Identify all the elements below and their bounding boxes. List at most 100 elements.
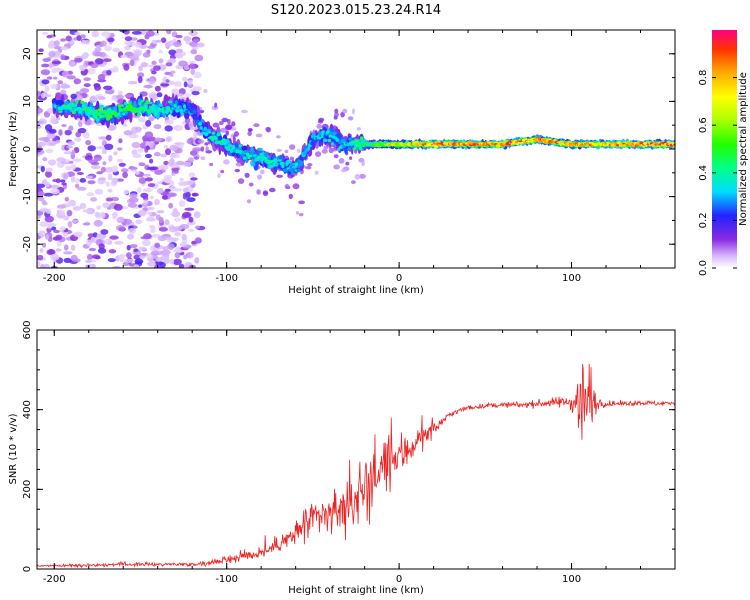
spectrogram-noise-speck [133, 254, 141, 260]
spectrogram-ridge-cell [75, 99, 79, 104]
spectrogram-noise-speck [307, 163, 313, 167]
spectrogram-noise-speck [82, 222, 91, 226]
spectrogram-noise-speck [47, 225, 53, 229]
spectrogram-noise-speck [133, 50, 141, 57]
spectrogram-noise-speck [64, 196, 70, 202]
spectrogram-ridge-cell [323, 138, 328, 143]
spectrogram-noise-speck [61, 70, 69, 78]
spectrogram-noise-speck [53, 40, 60, 47]
spectrogram-noise-speck [164, 188, 172, 192]
snr-y-label: SNR (10 * v/v) [8, 413, 19, 484]
spectrogram-noise-speck [95, 44, 102, 48]
spectrogram-ridge-cell [316, 136, 322, 140]
spectrogram-noise-speck [225, 125, 232, 131]
spectrogram-noise-speck [204, 142, 209, 146]
spectrogram-noise-speck [305, 166, 312, 170]
spectrogram-noise-speck [193, 131, 198, 138]
spectrogram-x-label: Height of straight line (km) [288, 285, 424, 296]
spectrogram-ridge-cell [119, 108, 124, 112]
spectrogram-noise-speck [93, 219, 103, 227]
spectrogram-noise-speck [140, 236, 150, 240]
spectrogram-ridge-cell [137, 113, 142, 117]
spectrogram-noise-speck [268, 187, 276, 193]
spectrogram-noise-speck [148, 206, 155, 211]
spectrogram-ridge-cell [158, 104, 163, 107]
spectrogram-ridge-cell [140, 99, 145, 103]
spectrogram-noise-speck [246, 199, 252, 204]
spectrogram-noise-speck [102, 161, 107, 166]
spectrogram-noise-speck [178, 60, 188, 67]
spectrogram-ridge-cell [102, 109, 108, 115]
spectrogram-noise-speck [164, 219, 170, 226]
spectrogram-noise-speck [276, 148, 282, 152]
spectrogram-noise-speck [68, 160, 74, 164]
spectrogram-noise-speck [124, 36, 133, 42]
spectrogram-noise-speck [161, 249, 171, 255]
spectrogram-noise-speck [134, 41, 142, 48]
spectrogram-noise-speck [86, 175, 93, 179]
spectrogram-ridge-cell [269, 160, 274, 163]
spectrogram-noise-speck [143, 196, 149, 201]
spectrogram-noise-speck [103, 85, 113, 91]
spectrogram-noise-speck [137, 76, 143, 84]
spectrogram-noise-speck [86, 239, 93, 247]
spectrogram-noise-speck [188, 60, 196, 65]
spectrogram-noise-speck [124, 94, 133, 98]
spectrogram-noise-speck [171, 167, 180, 172]
spectrogram-noise-speck [41, 92, 46, 99]
spectrogram-ridge-cell [120, 104, 125, 107]
spectrogram-noise-speck [79, 202, 87, 210]
spectrogram-noise-speck [97, 74, 106, 81]
spectrogram-noise-speck [241, 109, 248, 114]
spectrogram-ridge-cell [100, 114, 106, 118]
x-tick-label: -200 [43, 574, 66, 585]
spectrogram-ridge-cell [203, 126, 207, 131]
spectrogram-noise-speck [75, 177, 80, 184]
spectrogram-noise-speck [154, 198, 160, 206]
spectrogram-noise-speck [107, 37, 115, 43]
spectrogram-noise-speck [168, 49, 177, 56]
spectrogram-ridge-cell [207, 130, 212, 134]
spectrogram-noise-speck [190, 49, 198, 55]
spectrogram-noise-speck [86, 192, 95, 197]
spectrogram-ridge-cell [249, 149, 253, 154]
spectrogram-noise-speck [314, 170, 319, 175]
spectrogram-noise-speck [139, 255, 146, 259]
spectrogram-noise-speck [76, 35, 82, 41]
spectrogram-ridge-cell [332, 131, 338, 136]
spectrogram-ridge-cell [167, 100, 173, 104]
spectrogram-noise-speck [192, 147, 203, 152]
spectrogram-noise-speck [53, 76, 58, 80]
spectrogram-noise-speck [87, 180, 96, 185]
spectrogram-noise-speck [295, 211, 299, 215]
spectrogram-noise-speck [189, 63, 195, 70]
spectrogram-ridge-cell [336, 138, 340, 143]
y-tick-label: -20 [22, 236, 33, 252]
spectrogram-noise-speck [134, 171, 140, 175]
spectrogram-noise-speck [63, 257, 72, 263]
spectrogram-noise-speck [51, 226, 57, 231]
spectrogram-noise-speck [321, 148, 328, 154]
spectrogram-noise-speck [292, 183, 300, 190]
spectrogram-noise-speck [144, 153, 152, 159]
x-tick-label: 100 [562, 574, 581, 585]
spectrogram-noise-speck [87, 67, 96, 75]
spectrogram-ridge-cell [95, 109, 99, 113]
spectrogram-noise-speck [316, 124, 323, 129]
spectrogram-noise-speck [40, 166, 45, 173]
spectrogram-noise-speck [188, 121, 194, 128]
spectrogram-noise-speck [128, 166, 138, 170]
spectrogram-ridge-cell [327, 129, 330, 134]
spectrogram-noise-speck [160, 83, 170, 87]
spectrogram-noise-speck [63, 173, 69, 180]
spectrogram-noise-speck [140, 61, 149, 68]
spectrogram-ridge-cell [71, 110, 76, 115]
spectrogram-ridge-cell [58, 110, 63, 114]
spectrogram-noise-speck [338, 157, 345, 164]
spectrogram-noise-speck [126, 244, 131, 251]
spectrogram-noise-speck [46, 76, 53, 80]
spectrogram-noise-speck [129, 59, 135, 67]
spectrogram-noise-speck [158, 227, 169, 232]
spectrogram-noise-speck [38, 137, 49, 141]
spectrogram-noise-speck [94, 58, 104, 65]
